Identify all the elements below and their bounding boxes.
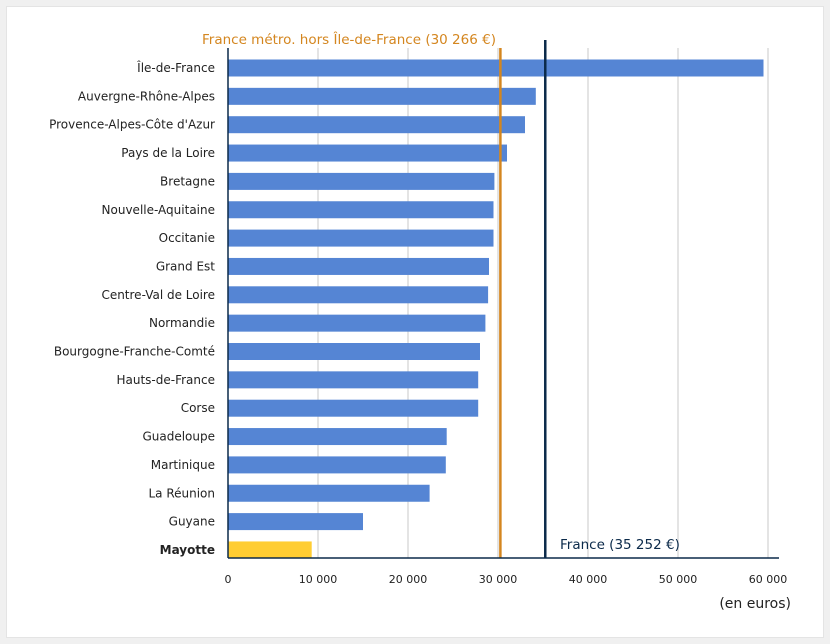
category-label-provence-alpes-cote-d-azur: Provence-Alpes-Côte d'Azur — [49, 118, 215, 132]
reference-lines: France métro. hors Île-de-France (30 266… — [202, 30, 680, 558]
bar-guyane — [228, 513, 363, 531]
category-label-guyane: Guyane — [169, 515, 215, 529]
category-label-martinique: Martinique — [151, 458, 215, 472]
category-label-nouvelle-aquitaine: Nouvelle-Aquitaine — [102, 203, 215, 217]
category-label-centre-val-de-loire: Centre-Val de Loire — [101, 288, 215, 302]
category-label-corse: Corse — [181, 401, 215, 415]
bar-mayotte — [228, 541, 312, 559]
bar-nouvelle-aquitaine — [228, 201, 494, 219]
x-tick-labels: 0 10 000 20 000 30 000 40 000 50 000 60 000 — [225, 573, 788, 586]
bar-guadeloupe — [228, 428, 447, 446]
category-labels: Île-de-France Auvergne-Rhône-Alpes Provenc… — [49, 60, 215, 557]
bar-bourgogne-franche-comte — [228, 343, 480, 360]
x-tick-label-50000: 50 000 — [659, 573, 698, 586]
bar-centre-val-de-loire — [228, 286, 489, 304]
bar-ile-de-france — [228, 59, 764, 77]
category-label-la-reunion: La Réunion — [148, 486, 215, 500]
bar-occitanie — [228, 229, 494, 247]
x-tick-label-10000: 10 000 — [299, 573, 338, 586]
bar-grand-est — [228, 257, 489, 275]
bar-hauts-de-france — [228, 371, 479, 389]
bar-normandie — [228, 314, 486, 332]
category-label-guadeloupe: Guadeloupe — [142, 430, 215, 444]
axes — [227, 48, 779, 559]
x-tick-label-20000: 20 000 — [389, 573, 428, 586]
category-label-mayotte: Mayotte — [160, 543, 215, 557]
category-label-grand-est: Grand Est — [156, 259, 215, 273]
category-label-auvergne-rhone-alpes: Auvergne-Rhône-Alpes — [78, 89, 215, 103]
bar-la-reunion — [228, 484, 430, 502]
bars — [228, 59, 764, 559]
bar-martinique — [228, 456, 446, 474]
category-label-occitanie: Occitanie — [159, 231, 215, 245]
category-label-bretagne: Bretagne — [160, 174, 215, 188]
category-label-ile-de-france: Île-de-France — [136, 60, 215, 75]
category-label-normandie: Normandie — [149, 316, 215, 330]
bar-auvergne-rhone-alpes — [228, 87, 536, 105]
bar-bretagne — [228, 172, 495, 190]
bar-pays-de-la-loire — [228, 144, 507, 162]
x-axis-unit-label: (en euros) — [719, 596, 791, 612]
x-tick-label-40000: 40 000 — [569, 573, 608, 586]
bar-corse — [228, 399, 479, 417]
x-tick-label-30000: 30 000 — [479, 573, 518, 586]
category-label-pays-de-la-loire: Pays de la Loire — [121, 146, 215, 160]
reference-label-france: France (35 252 €) — [560, 537, 680, 553]
bar-provence-alpes-cote-d-azur — [228, 116, 525, 134]
x-tick-label-60000: 60 000 — [749, 573, 788, 586]
reference-label-metro-excl-idf: France métro. hors Île-de-France (30 266… — [202, 30, 496, 48]
category-label-bourgogne-franche-comte: Bourgogne-Franche-Comté — [54, 345, 215, 359]
category-label-hauts-de-france: Hauts-de-France — [116, 373, 215, 387]
x-tick-label-0: 0 — [225, 573, 232, 586]
